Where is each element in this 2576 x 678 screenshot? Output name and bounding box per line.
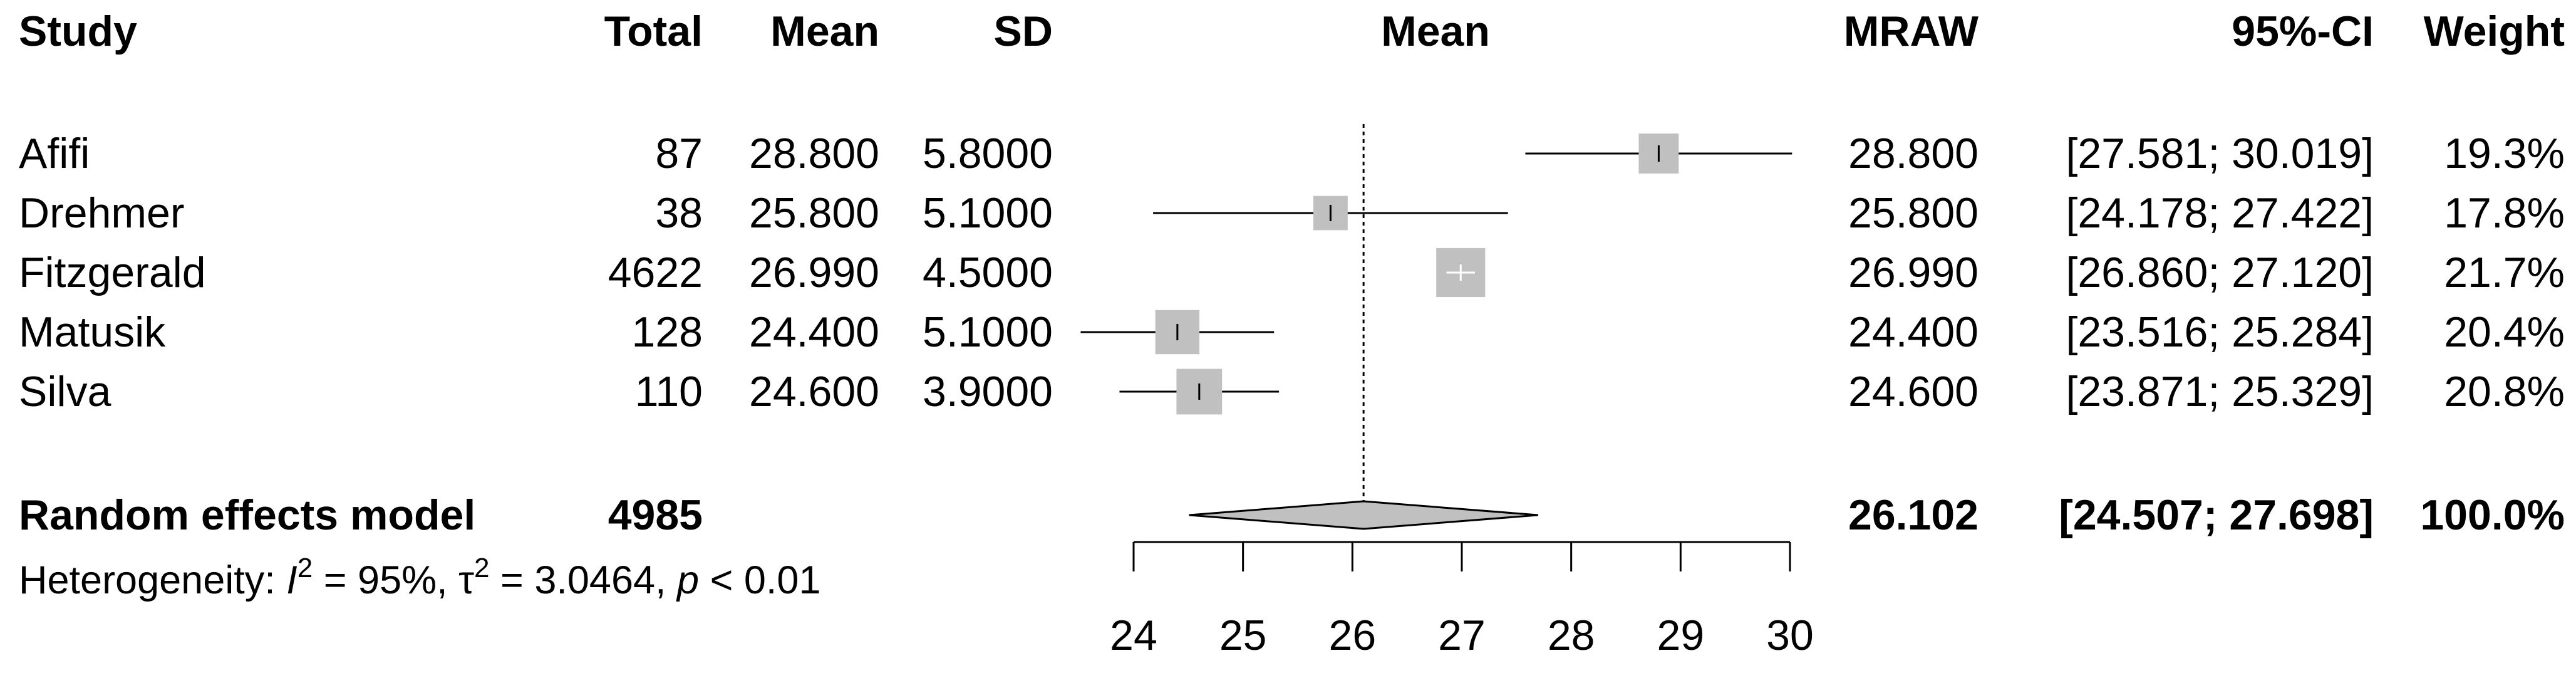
- study-weight: 17.8%: [2444, 189, 2565, 237]
- study-ci: [27.581; 30.019]: [2066, 130, 2374, 177]
- header-mean: Mean: [770, 8, 879, 55]
- x-tick-label: 29: [1657, 612, 1705, 659]
- x-tick-label: 25: [1219, 612, 1267, 659]
- study-weight: 19.3%: [2444, 130, 2565, 177]
- study-mean: 25.800: [749, 189, 879, 237]
- pooled-weight: 100.0%: [2420, 491, 2565, 539]
- study-name: Drehmer: [19, 189, 185, 237]
- study-sd: 5.1000: [923, 308, 1053, 356]
- study-ci: [23.516; 25.284]: [2066, 308, 2374, 356]
- x-tick-label: 28: [1548, 612, 1595, 659]
- header-plot-mean: Mean: [1381, 8, 1490, 55]
- study-mean: 26.990: [749, 249, 879, 296]
- study-mraw: 28.800: [1848, 130, 1979, 177]
- het-tau-text: = 3.0464,: [490, 558, 678, 602]
- header-row: Study Total Mean SD Mean MRAW 95%-CI Wei…: [19, 8, 2565, 55]
- study-weight: 20.8%: [2444, 368, 2565, 415]
- study-mraw: 25.800: [1848, 189, 1979, 237]
- study-sd: 3.9000: [923, 368, 1053, 415]
- study-row: Afifi 87 28.800 5.8000 28.800 [27.581; 3…: [19, 130, 2565, 177]
- pooled-name: Random effects model: [19, 491, 475, 539]
- header-ci: 95%-CI: [2232, 8, 2374, 55]
- study-total: 87: [655, 130, 703, 177]
- study-row: Matusik 128 24.400 5.1000 24.400 [23.516…: [19, 308, 2565, 356]
- x-axis: 24 25 26 27 28 29 30: [1110, 541, 1814, 659]
- heterogeneity-text: Heterogeneity: I2 = 95%, τ2 = 3.0464, p …: [19, 553, 821, 602]
- header-mraw: MRAW: [1844, 8, 1979, 55]
- het-prefix: Heterogeneity:: [19, 558, 286, 602]
- header-total: Total: [604, 8, 703, 55]
- study-sd: 5.1000: [923, 189, 1053, 237]
- het-p-symbol: p: [676, 558, 699, 602]
- pooled-mraw: 26.102: [1848, 491, 1979, 539]
- study-mraw: 24.400: [1848, 308, 1979, 356]
- het-i2-text: = 95%,: [313, 558, 458, 602]
- study-mraw: 24.600: [1848, 368, 1979, 415]
- het-tau-exp: 2: [474, 553, 489, 583]
- study-name: Matusik: [19, 308, 166, 356]
- header-sd: SD: [994, 8, 1053, 55]
- het-i2-exp: 2: [297, 553, 313, 583]
- study-row: Silva 110 24.600 3.9000 24.600 [23.871; …: [19, 368, 2565, 415]
- pooled-total: 4985: [608, 491, 703, 539]
- study-name: Fitzgerald: [19, 249, 206, 296]
- het-i2-symbol: I: [286, 558, 297, 602]
- study-total: 110: [635, 368, 703, 415]
- study-mean: 28.800: [749, 130, 879, 177]
- study-sd: 5.8000: [923, 130, 1053, 177]
- study-weight: 20.4%: [2444, 308, 2565, 356]
- study-total: 38: [655, 189, 703, 237]
- header-weight: Weight: [2424, 8, 2565, 55]
- study-mean: 24.600: [749, 368, 879, 415]
- plot-area: [1080, 124, 1792, 530]
- study-total: 128: [632, 308, 703, 356]
- pooled-row: Random effects model 4985 26.102 [24.507…: [19, 491, 2565, 539]
- x-tick-label: 26: [1329, 612, 1377, 659]
- x-tick-label: 24: [1110, 612, 1157, 659]
- study-ci: [23.871; 25.329]: [2066, 368, 2374, 415]
- pooled-ci: [24.507; 27.698]: [2059, 491, 2374, 539]
- study-ci: [24.178; 27.422]: [2066, 189, 2374, 237]
- study-name: Silva: [19, 368, 111, 415]
- study-weight: 21.7%: [2444, 249, 2565, 296]
- het-p-text: < 0.01: [699, 558, 820, 602]
- x-tick-label: 27: [1438, 612, 1486, 659]
- study-ci: [26.860; 27.120]: [2066, 249, 2374, 296]
- study-name: Afifi: [19, 130, 90, 177]
- study-row: Fitzgerald 4622 26.990 4.5000 26.990 [26…: [19, 249, 2565, 296]
- study-row: Drehmer 38 25.800 5.1000 25.800 [24.178;…: [19, 189, 2565, 237]
- study-total: 4622: [608, 249, 703, 296]
- x-tick-label: 30: [1766, 612, 1814, 659]
- study-mean: 24.400: [749, 308, 879, 356]
- pooled-diamond: [1189, 500, 1539, 530]
- het-tau-symbol: τ: [458, 558, 474, 602]
- header-study: Study: [19, 8, 137, 55]
- study-sd: 4.5000: [923, 249, 1053, 296]
- study-mraw: 26.990: [1848, 249, 1979, 296]
